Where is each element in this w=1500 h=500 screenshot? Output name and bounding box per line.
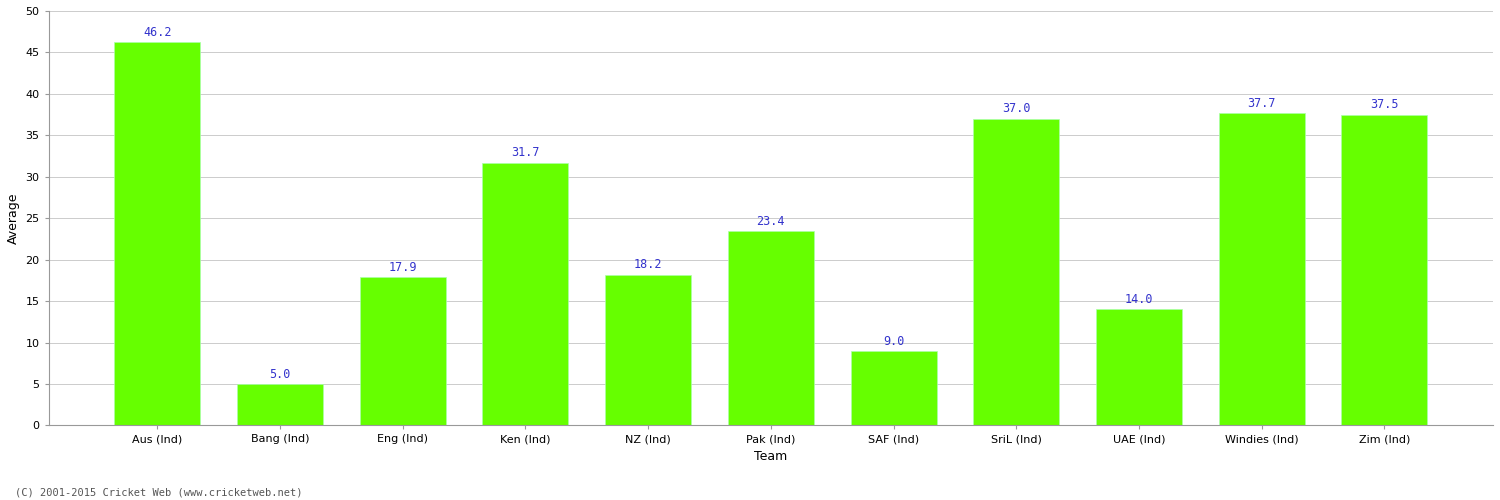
Text: 37.0: 37.0 <box>1002 102 1031 116</box>
Text: 17.9: 17.9 <box>388 261 417 274</box>
Text: 37.5: 37.5 <box>1370 98 1398 112</box>
Text: 18.2: 18.2 <box>634 258 663 272</box>
Bar <box>483 162 568 426</box>
Bar <box>1220 113 1305 426</box>
Text: 31.7: 31.7 <box>512 146 540 160</box>
Text: 9.0: 9.0 <box>884 334 904 347</box>
Bar <box>604 274 692 426</box>
Text: 46.2: 46.2 <box>142 26 171 39</box>
Bar <box>1341 114 1428 426</box>
Text: 23.4: 23.4 <box>756 215 784 228</box>
X-axis label: Team: Team <box>754 450 788 463</box>
Bar <box>728 232 815 426</box>
Bar <box>360 277 446 426</box>
Bar <box>1096 310 1182 426</box>
Text: 5.0: 5.0 <box>270 368 291 380</box>
Bar <box>850 351 936 426</box>
Y-axis label: Average: Average <box>8 192 20 244</box>
Text: (C) 2001-2015 Cricket Web (www.cricketweb.net): (C) 2001-2015 Cricket Web (www.cricketwe… <box>15 488 303 498</box>
Text: 37.7: 37.7 <box>1248 96 1276 110</box>
Bar <box>237 384 322 426</box>
Bar <box>974 118 1059 426</box>
Bar <box>114 42 200 426</box>
Text: 14.0: 14.0 <box>1125 293 1154 306</box>
